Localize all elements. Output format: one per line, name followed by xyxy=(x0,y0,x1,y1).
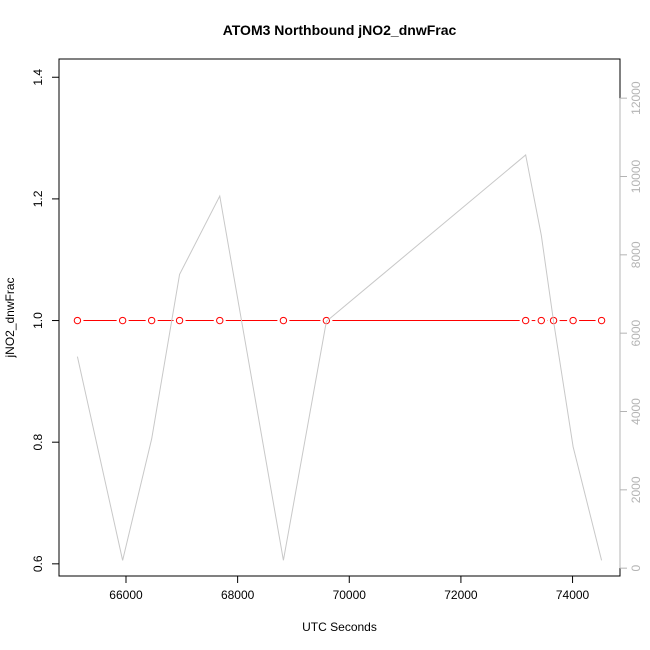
y2-tick-label: 2000 xyxy=(629,476,643,503)
chart-title: ATOM3 Northbound jNO2_dnwFrac xyxy=(223,22,457,38)
series-1-line xyxy=(76,154,603,561)
plot-frame xyxy=(58,58,621,577)
series-0-point xyxy=(73,316,82,325)
y2-tick-label: 0 xyxy=(629,565,643,572)
series-0-point xyxy=(279,316,288,325)
x-tick-label: 66000 xyxy=(109,588,143,602)
series-0-point xyxy=(569,316,577,325)
y2-tick-label: 10000 xyxy=(629,159,643,193)
series-0-point xyxy=(597,316,606,325)
y-tick-label: 1.2 xyxy=(31,190,45,207)
x-axis-label: UTC Seconds xyxy=(302,620,377,634)
y-axis-right: 0 2000 4000 6000 8000 10000 12000 xyxy=(619,81,643,572)
series-0-point xyxy=(537,316,545,325)
y-tick-label: 1.0 xyxy=(31,312,45,329)
series-0-point xyxy=(118,316,127,325)
y-axis-left: 0.6 0.8 1.0 1.2 1.4 xyxy=(31,69,60,572)
y-tick-label: 0.6 xyxy=(31,555,45,572)
y2-tick-label: 6000 xyxy=(629,319,643,346)
y2-tick-label: 4000 xyxy=(629,398,643,425)
x-tick-label: 68000 xyxy=(221,588,255,602)
x-tick-label: 72000 xyxy=(444,588,478,602)
y2-tick-label: 8000 xyxy=(629,241,643,268)
x-tick-label: 70000 xyxy=(333,588,367,602)
series-layer xyxy=(73,154,606,561)
series-0-point xyxy=(147,316,156,325)
series-0-point xyxy=(216,316,224,325)
y-tick-label: 1.4 xyxy=(31,69,45,86)
x-tick-label: 74000 xyxy=(556,588,590,602)
y-tick-label: 0.8 xyxy=(31,434,45,451)
y2-tick-label: 12000 xyxy=(629,81,643,115)
series-0-point xyxy=(521,316,530,325)
y-axis-label: jNO2_dnwFrac xyxy=(3,277,17,358)
x-axis: 66000 68000 70000 72000 74000 xyxy=(109,575,590,602)
series-0-point xyxy=(175,316,184,325)
